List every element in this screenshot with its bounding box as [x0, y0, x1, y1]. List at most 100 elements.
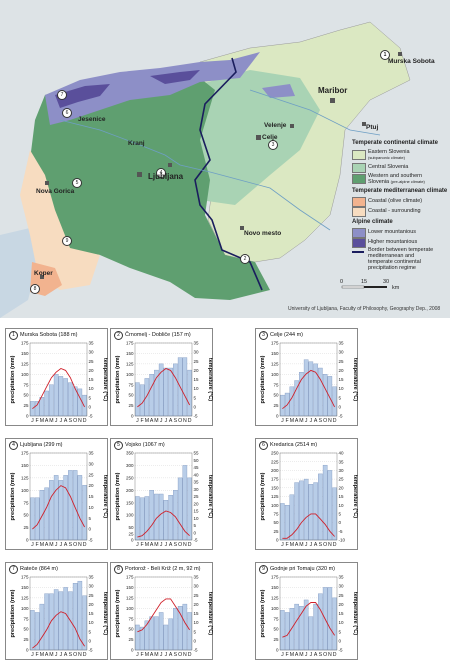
precipitation-bar — [135, 496, 140, 541]
temp-tick-label: 0 — [89, 527, 92, 532]
precipitation-bar — [173, 608, 178, 651]
precipitation-bar — [173, 363, 178, 417]
y-axis-right-title: temperature (°C) — [207, 475, 213, 518]
month-label: A — [314, 652, 318, 658]
precip-tick-label: 25 — [128, 403, 134, 408]
legend-label-lower: Lower mountanious — [368, 229, 417, 235]
precipitation-bar — [63, 587, 68, 651]
precip-tick-label: 175 — [21, 575, 29, 580]
month-label: O — [323, 542, 327, 548]
scale-tick-0: 0 — [340, 279, 344, 285]
month-label: O — [178, 418, 182, 424]
precipitation-bar — [68, 382, 73, 417]
temp-tick-label: 15 — [89, 494, 95, 499]
legend-swatch-lower — [352, 228, 366, 238]
y-axis-right-title: temperature (°C) — [207, 592, 213, 635]
precipitation-bar — [34, 497, 40, 541]
month-label: M — [145, 652, 149, 658]
precip-tick-label: 50 — [273, 520, 279, 525]
month-label: N — [328, 652, 332, 658]
month-label: A — [314, 542, 318, 548]
precipitation-bar — [284, 504, 290, 541]
climate-map: 1 7 6 3 4 5 2 9 8 Murska Sobota Maribor … — [0, 0, 450, 318]
precip-tick-label: 25 — [273, 403, 279, 408]
label-maribor: Maribor — [318, 86, 348, 95]
month-label: A — [64, 418, 68, 424]
station-name: Rateče (864 m) — [20, 566, 58, 572]
label-koper: Koper — [34, 270, 53, 277]
month-label: J — [165, 652, 168, 658]
precip-tick-label: 225 — [271, 459, 279, 464]
y-axis-left-title: precipitation (mm) — [10, 472, 16, 520]
precipitation-bar — [318, 473, 323, 541]
temp-tick-label: 30 — [339, 584, 345, 589]
month-label: N — [328, 542, 332, 548]
month-label: J — [165, 418, 168, 424]
legend-swatch-eastern — [352, 150, 366, 160]
precip-tick-label: 75 — [23, 500, 29, 505]
precip-tick-label: 125 — [271, 595, 279, 600]
marker-1: 1 — [380, 50, 390, 60]
adriatic-sea — [0, 228, 38, 318]
temp-tick-label: 20 — [89, 602, 95, 607]
precip-tick-label: 150 — [21, 463, 29, 468]
temp-tick-label: 40 — [194, 472, 200, 477]
precipitation-bar — [77, 475, 83, 541]
precip-tick-label: 125 — [21, 361, 29, 366]
temp-tick-label: 15 — [339, 611, 345, 616]
station-name: Črnomelj - Dobliče (157 m) — [125, 332, 191, 338]
label-jesenice: Jesenice — [78, 116, 106, 123]
month-label: F — [286, 418, 289, 424]
temp-tick-label: -5 — [89, 538, 93, 543]
precipitation-bar — [322, 374, 328, 417]
region-central — [180, 70, 320, 205]
precipitation-bar — [144, 496, 150, 541]
precip-tick-label: 100 — [21, 488, 29, 493]
precipitation-bar — [327, 587, 333, 651]
precip-tick-label: 50 — [128, 393, 134, 398]
plot-frame — [134, 576, 193, 651]
temp-tick-label: 35 — [339, 575, 345, 580]
precip-tick-label: 25 — [128, 637, 134, 642]
precipitation-bar — [82, 485, 87, 541]
precip-tick-label: 50 — [273, 627, 279, 632]
month-label: A — [295, 652, 299, 658]
month-label: M — [40, 652, 44, 658]
month-label: N — [78, 652, 82, 658]
city-markers — [40, 52, 402, 279]
temp-tick-label: 30 — [194, 487, 200, 492]
precipitation-bar — [34, 401, 40, 417]
precip-tick-label: 150 — [21, 351, 29, 356]
month-label: M — [49, 652, 53, 658]
temp-tick-label: 10 — [194, 516, 200, 521]
month-label: S — [69, 652, 73, 658]
temp-tick-label: 30 — [89, 350, 95, 355]
precipitation-bar — [82, 595, 87, 651]
y-axis-right-title: temperature (°C) — [207, 358, 213, 401]
temp-tick-label: 20 — [89, 483, 95, 488]
temp-tick-label: -5 — [194, 648, 198, 653]
label-novo-mesto: Novo mesto — [244, 230, 282, 237]
temp-tick-label: 25 — [194, 593, 200, 598]
month-label: O — [323, 418, 327, 424]
temp-tick-label: -5 — [339, 414, 343, 419]
precip-tick-label: 150 — [271, 351, 279, 356]
precip-tick-label: 175 — [271, 477, 279, 482]
month-label: O — [178, 542, 182, 548]
precip-tick-label: 0 — [26, 414, 29, 419]
marker-3: 3 — [268, 140, 278, 150]
precipitation-bar — [280, 394, 285, 417]
precipitation-bar — [187, 369, 192, 417]
precipitation-bar — [30, 610, 35, 651]
y-axis-left-title: precipitation (mm) — [260, 472, 266, 520]
temp-tick-label: 45 — [194, 465, 200, 470]
month-label: J — [310, 418, 313, 424]
month-label: A — [150, 542, 154, 548]
precip-tick-label: 200 — [271, 468, 279, 473]
temp-tick-label: 10 — [89, 505, 95, 510]
temp-tick-label: 0 — [89, 638, 92, 643]
precipitation-bar — [58, 376, 64, 417]
month-label: J — [310, 542, 313, 548]
